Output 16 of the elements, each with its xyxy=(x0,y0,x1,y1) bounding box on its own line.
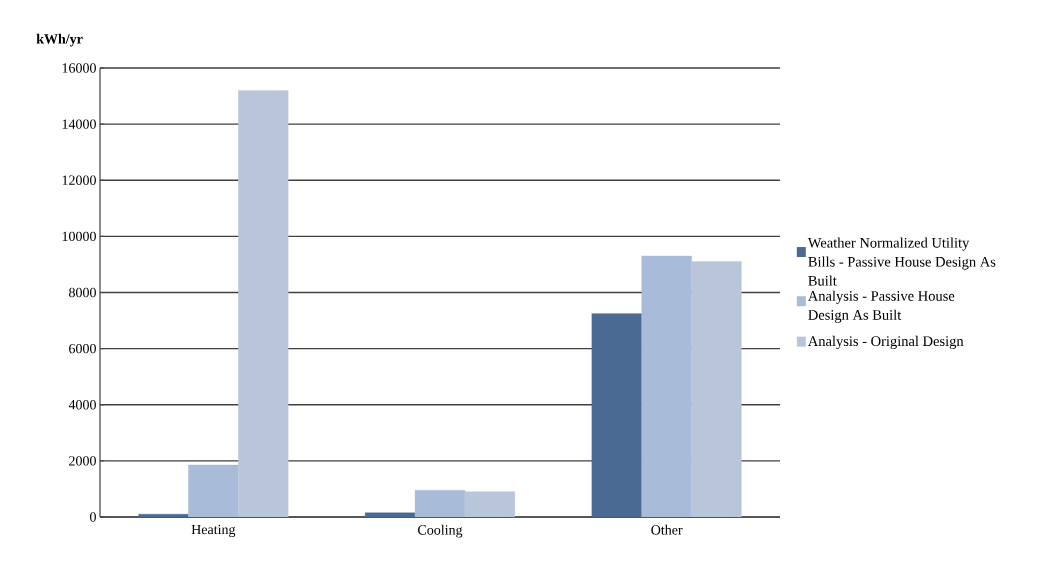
legend-label: Analysis - Passive House Design As Built xyxy=(807,290,955,323)
x-tick-label: Other xyxy=(651,524,683,535)
y-tick-label: 4000 xyxy=(68,400,96,410)
x-tick-label: Cooling xyxy=(418,524,463,538)
legend-label: Analysis - Original Design xyxy=(807,335,964,350)
y-axis-title: kWh/yr xyxy=(36,33,83,47)
x-tick-label: Heating xyxy=(191,524,236,538)
legend-label: Weather Normalized Utility Bills - Passive House Design As Built xyxy=(807,237,996,286)
y-tick-label: 14000 xyxy=(62,119,96,129)
y-tick-label: 16000 xyxy=(62,63,96,73)
y-tick-label: 8000 xyxy=(69,287,96,298)
y-tick-label: 0 xyxy=(90,512,96,522)
y-tick-label: 12000 xyxy=(62,175,96,185)
y-tick-label: 2000 xyxy=(69,456,96,466)
y-tick-label: 6000 xyxy=(69,343,96,354)
y-tick-label: 10000 xyxy=(62,231,96,242)
